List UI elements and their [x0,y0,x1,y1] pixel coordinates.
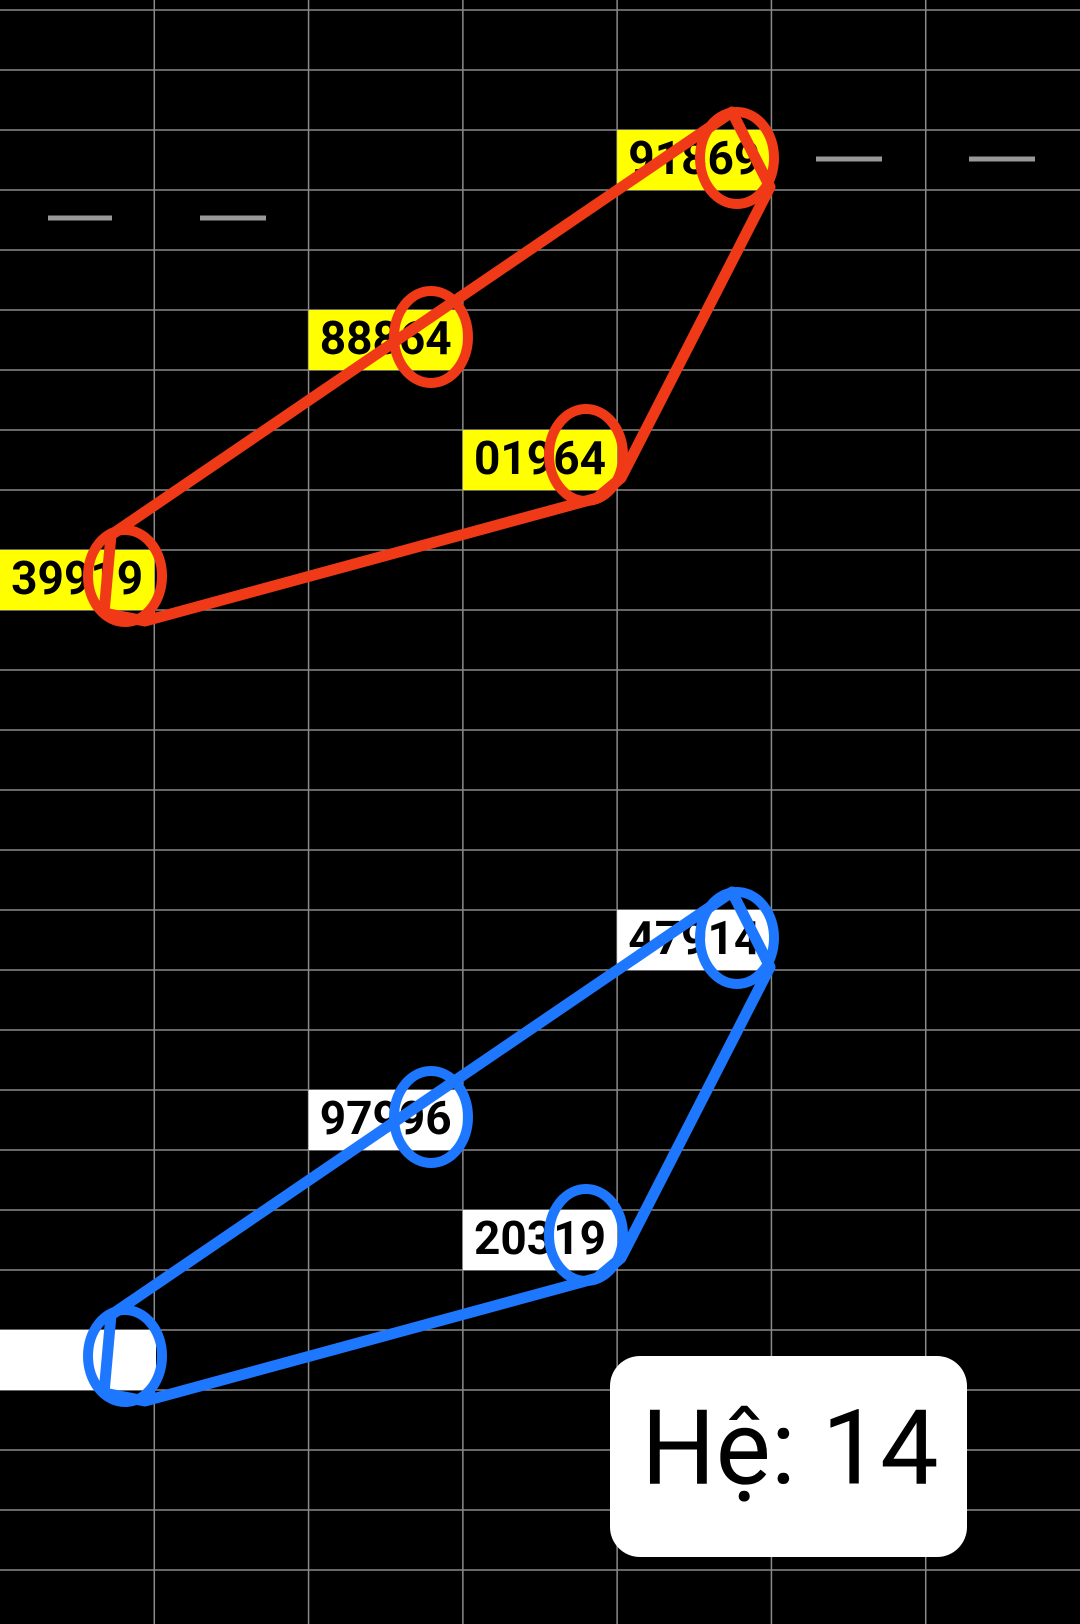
cell-number: 01964 [474,432,606,486]
circle-mark [389,1066,473,1168]
cell-highlight [308,310,463,370]
circle-mark [83,525,167,627]
cell-number: 39919 [11,552,143,606]
circle-mark [544,1184,628,1286]
circle-mark [83,1305,167,1407]
cell-highlight [308,1090,463,1150]
circle-mark [695,107,779,209]
cell-number: 20319 [474,1212,606,1266]
shapes [83,106,779,1407]
circle-mark [389,286,473,388]
badge-text: Hệ: 14 [641,1388,938,1509]
cell-highlight [462,1210,618,1270]
white-cell [0,1330,156,1390]
circle-mark [544,404,628,506]
badge [610,1356,967,1557]
cell-highlight [0,550,155,610]
dashes [48,156,1035,221]
cell-highlight [462,430,618,490]
circle-mark [695,887,779,989]
